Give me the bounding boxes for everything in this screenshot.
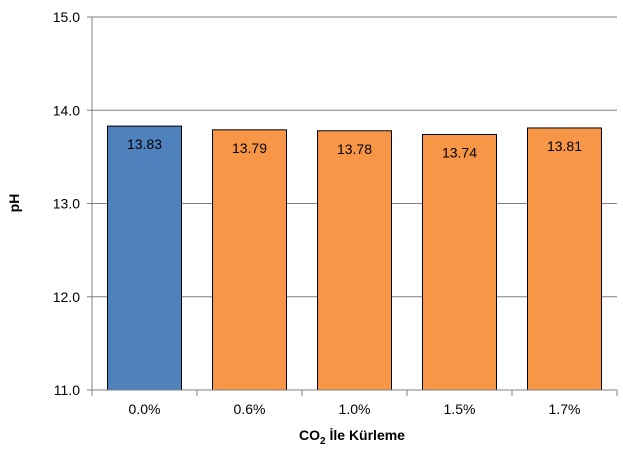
bar-value-label: 13.83 <box>127 136 162 152</box>
data-labels: 13.83 13.79 13.78 13.74 13.81 <box>127 136 582 160</box>
y-tick-label: 13.0 <box>53 196 80 212</box>
bars <box>107 125 602 391</box>
x-axis-title-rest: İle Kürleme <box>326 427 406 443</box>
x-tick-label: 0.0% <box>129 401 161 417</box>
x-tick-label: 1.5% <box>444 401 476 417</box>
x-axis-title-subscript: 2 <box>320 436 326 447</box>
bar <box>107 125 182 391</box>
x-tick-labels: 0.0% 0.6% 1.0% 1.5% 1.7% <box>129 401 581 417</box>
bar-value-label: 13.81 <box>547 138 582 154</box>
bar <box>212 129 287 391</box>
x-tick-label: 1.0% <box>339 401 371 417</box>
y-axis-title: pH <box>6 194 22 213</box>
x-axis-title-main: CO <box>299 427 320 443</box>
bar-value-label: 13.79 <box>232 140 267 156</box>
bar-value-label: 13.78 <box>337 141 372 157</box>
y-tick-label: 15.0 <box>53 9 80 25</box>
bar <box>317 130 392 391</box>
bar-value-label: 13.74 <box>442 144 477 160</box>
x-axis-title: CO2 İle Kürleme <box>299 427 405 447</box>
y-tick-labels: 11.0 12.0 13.0 14.0 15.0 <box>53 9 80 398</box>
y-tick-label: 12.0 <box>53 289 80 305</box>
x-tick-label: 0.6% <box>234 401 266 417</box>
axes <box>87 16 618 396</box>
x-tick-label: 1.7% <box>549 401 581 417</box>
bar <box>527 127 602 391</box>
bar <box>422 133 497 391</box>
y-tick-label: 14.0 <box>53 102 80 118</box>
y-tick-label: 11.0 <box>54 382 80 398</box>
